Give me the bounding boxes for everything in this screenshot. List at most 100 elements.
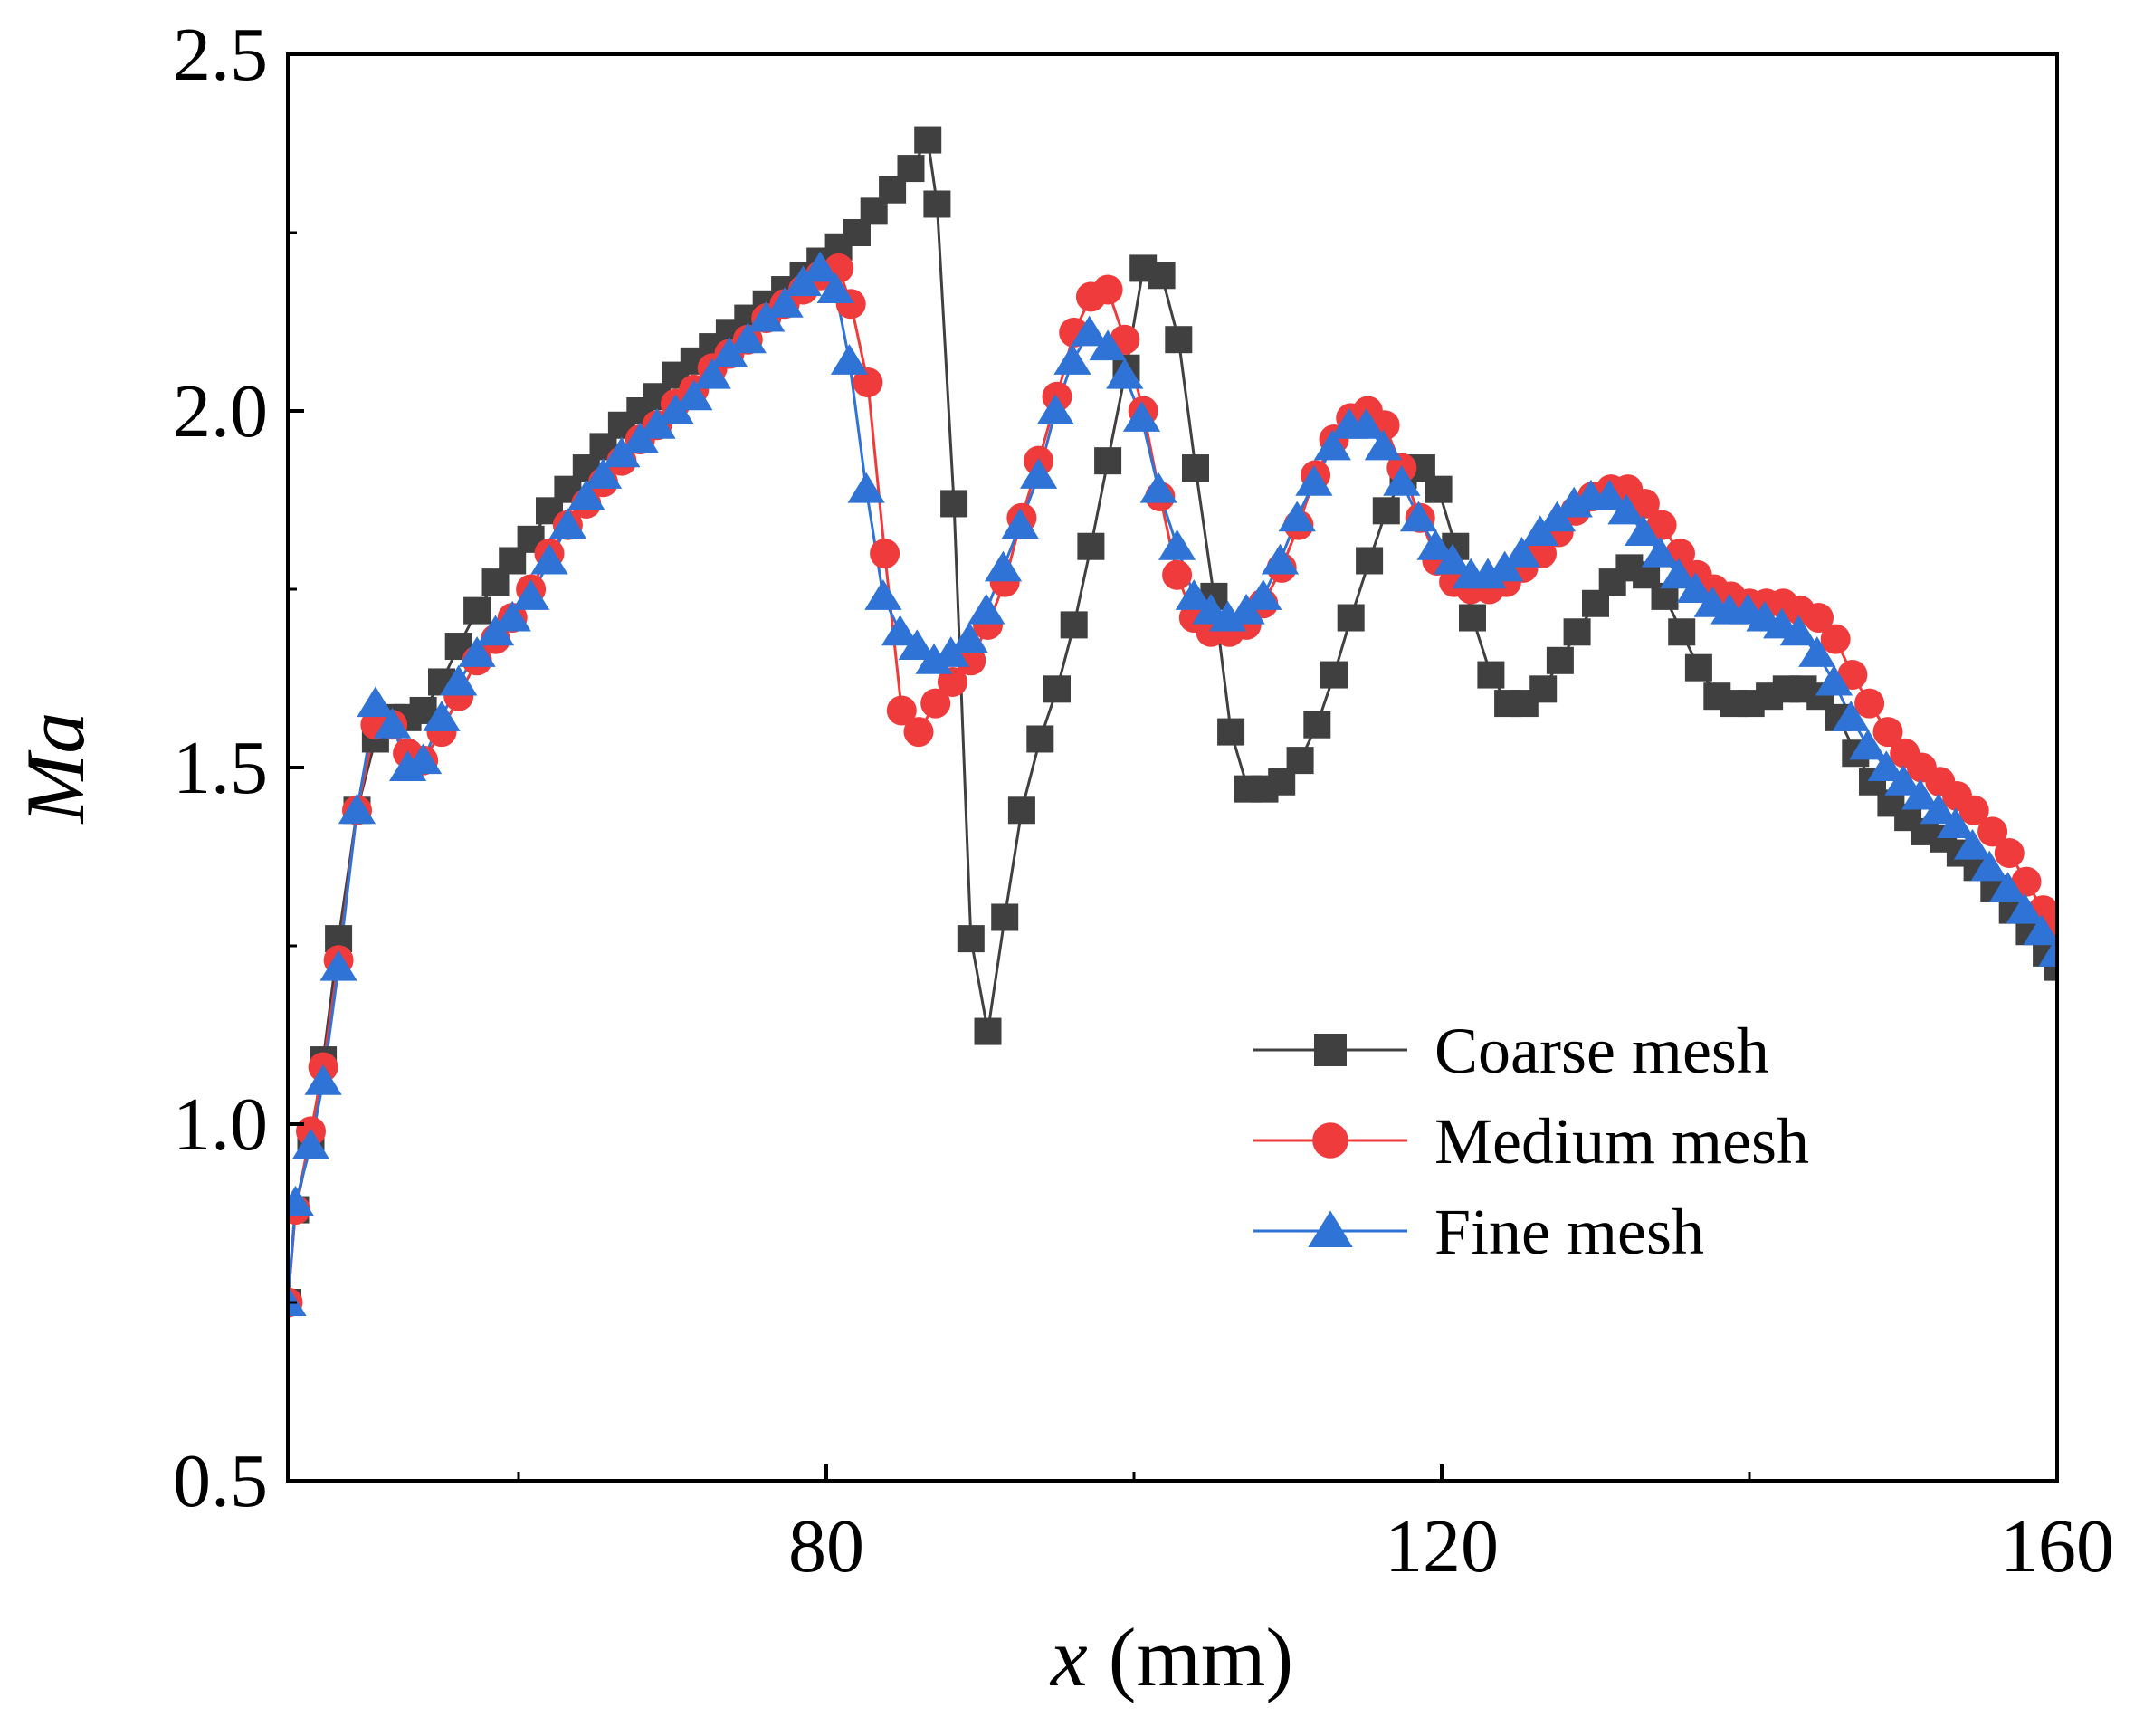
fine-mesh-point bbox=[847, 472, 885, 503]
fine-mesh-point bbox=[1278, 501, 1316, 532]
fine-mesh-point bbox=[675, 379, 713, 411]
fine-mesh-point bbox=[1158, 529, 1196, 560]
fine-mesh-point bbox=[1434, 543, 1472, 575]
medium-mesh-point bbox=[2011, 866, 2042, 897]
medium-mesh-point bbox=[886, 695, 917, 726]
coarse-mesh-point bbox=[1668, 618, 1696, 646]
y-tick-label: 1.0 bbox=[173, 1083, 268, 1167]
fine-mesh-point bbox=[830, 344, 869, 375]
medium-mesh-point bbox=[920, 688, 951, 719]
x-axis-symbol: x bbox=[1049, 1611, 1088, 1703]
fine-mesh-point bbox=[440, 664, 478, 696]
fine-mesh-point bbox=[1139, 472, 1177, 503]
medium-mesh-point bbox=[1994, 838, 2025, 869]
fine-mesh-point bbox=[1089, 329, 1127, 361]
medium-mesh-point bbox=[1629, 488, 1660, 519]
legend-marker-medium-mesh bbox=[1312, 1122, 1348, 1159]
fine-mesh-point bbox=[1019, 458, 1058, 489]
fine-mesh-point bbox=[458, 636, 496, 667]
fine-mesh-point bbox=[1313, 429, 1351, 461]
fine-mesh-point bbox=[881, 615, 920, 646]
fine-mesh-point bbox=[1122, 401, 1161, 432]
fine-mesh-point bbox=[1676, 572, 1715, 603]
coarse-mesh-point bbox=[923, 190, 951, 218]
coarse-mesh-point bbox=[991, 903, 1019, 931]
medium-mesh-point bbox=[1837, 660, 1868, 691]
fine-mesh-point bbox=[656, 394, 695, 424]
medium-mesh-point bbox=[870, 539, 900, 569]
fine-mesh-point bbox=[1364, 429, 1403, 461]
fine-mesh-point bbox=[291, 1128, 330, 1159]
medium-mesh-point bbox=[1646, 510, 1677, 540]
fine-mesh-point bbox=[1779, 615, 1818, 646]
medium-mesh-point bbox=[1872, 717, 1903, 748]
coarse-mesh-point bbox=[1425, 475, 1453, 503]
medium-mesh-point bbox=[1820, 624, 1851, 654]
fine-mesh-point bbox=[548, 508, 587, 539]
coarse-mesh-point bbox=[1529, 675, 1558, 703]
medium-mesh-point bbox=[1958, 795, 1989, 825]
fine-mesh-point bbox=[1867, 750, 1905, 781]
coarse-mesh-point bbox=[1563, 618, 1591, 646]
fine-mesh-point bbox=[1244, 579, 1282, 610]
fine-mesh-point bbox=[1175, 579, 1213, 610]
fine-mesh-point bbox=[1590, 479, 1628, 510]
fine-mesh-point bbox=[288, 1185, 315, 1216]
fine-mesh-point bbox=[693, 358, 731, 389]
fine-mesh-point bbox=[1106, 358, 1144, 389]
medium-mesh-point bbox=[1977, 816, 2008, 847]
fine-mesh-point bbox=[729, 322, 767, 354]
medium-mesh-point bbox=[1092, 274, 1123, 305]
fine-mesh-point bbox=[801, 251, 839, 282]
fine-mesh-point bbox=[1295, 465, 1333, 496]
fine-mesh-point bbox=[950, 622, 988, 653]
fine-mesh-point bbox=[357, 686, 395, 718]
fine-mesh-point bbox=[932, 636, 970, 667]
fine-mesh-point bbox=[1849, 729, 1887, 760]
fine-mesh-point bbox=[1001, 508, 1039, 539]
fine-mesh-point bbox=[1416, 529, 1454, 560]
fine-mesh-point bbox=[816, 272, 854, 304]
fine-mesh-point bbox=[511, 579, 550, 610]
fine-mesh-point bbox=[603, 436, 641, 468]
y-axis-title: Ma bbox=[9, 712, 101, 825]
x-tick-label: 80 bbox=[788, 1504, 864, 1588]
fine-mesh-point bbox=[373, 707, 412, 739]
fine-mesh-point bbox=[1502, 536, 1541, 568]
coarse-mesh-point bbox=[1286, 747, 1314, 775]
fine-mesh-point bbox=[567, 479, 605, 510]
fine-mesh-point bbox=[304, 1064, 342, 1095]
medium-mesh-point bbox=[956, 645, 986, 676]
coarse-mesh-point bbox=[1217, 718, 1245, 746]
fine-mesh-point bbox=[1261, 543, 1300, 575]
fine-mesh-point bbox=[967, 593, 1005, 625]
fine-mesh-point bbox=[2038, 936, 2057, 967]
y-tick-label: 2.5 bbox=[173, 13, 268, 97]
fine-mesh-point bbox=[1660, 558, 1698, 589]
fine-mesh-point bbox=[864, 579, 902, 610]
fine-mesh-point bbox=[2006, 892, 2044, 924]
fine-mesh-point bbox=[1815, 664, 1853, 696]
medium-mesh-point bbox=[937, 666, 967, 697]
fine-mesh-point bbox=[1383, 465, 1421, 496]
coarse-mesh-point bbox=[1026, 725, 1054, 753]
coarse-mesh-point bbox=[1372, 497, 1400, 525]
fine-mesh-point bbox=[288, 1285, 307, 1316]
fine-mesh-point bbox=[984, 550, 1023, 582]
fine-mesh-point bbox=[1937, 807, 1975, 839]
coarse-mesh-point bbox=[1546, 646, 1574, 674]
x-tick-label: 120 bbox=[1385, 1504, 1499, 1588]
coarse-mesh-point bbox=[957, 925, 985, 953]
legend-label-medium-mesh: Medium mesh bbox=[1434, 1105, 1809, 1178]
y-tick-label: 1.5 bbox=[173, 726, 268, 810]
fine-mesh-point bbox=[1625, 515, 1663, 546]
x-axis-title: x (mm) bbox=[1049, 1611, 1293, 1703]
fine-mesh-point bbox=[1036, 394, 1074, 424]
fine-mesh-point bbox=[1641, 536, 1680, 568]
fine-mesh-point bbox=[1988, 872, 2027, 902]
fine-mesh-point bbox=[338, 793, 376, 825]
fine-mesh-point bbox=[1071, 315, 1109, 347]
coarse-mesh-point bbox=[1684, 653, 1712, 682]
